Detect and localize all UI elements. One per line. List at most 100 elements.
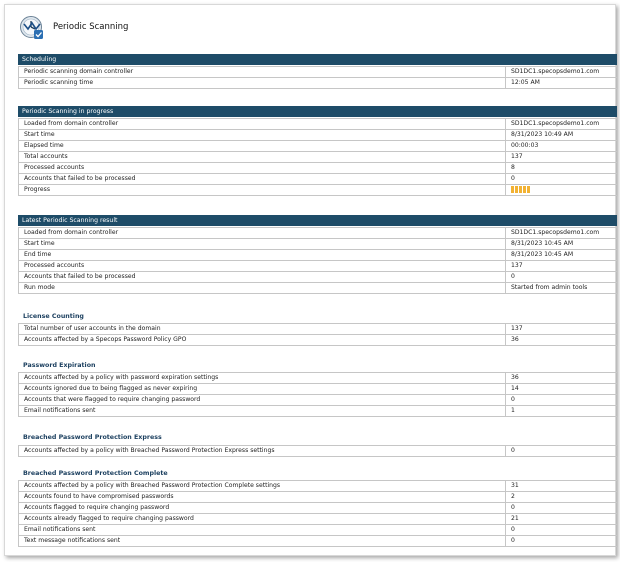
row-value: 31 xyxy=(505,480,618,492)
row-value: SD1DC1.specopsdemo1.com xyxy=(505,118,618,130)
report-panel: Periodic Scanning Scheduling Periodic sc… xyxy=(4,4,618,556)
table-row: Accounts affected by a Specops Password … xyxy=(18,334,618,346)
progress-segment xyxy=(515,185,518,193)
row-value: 0 xyxy=(505,394,618,406)
bpp-express-table: Accounts affected by a policy with Breac… xyxy=(18,445,618,457)
table-row: Text message notifications sent 0 xyxy=(18,535,618,547)
row-label: Accounts flagged to require changing pas… xyxy=(18,502,506,514)
row-label: Email notifications sent xyxy=(18,405,506,417)
row-value: 0 xyxy=(505,524,618,536)
row-value: 8/31/2023 10:45 AM xyxy=(505,238,618,250)
periodic-scanning-icon xyxy=(20,16,43,39)
progress-segment xyxy=(511,185,514,193)
row-value: 0 xyxy=(505,445,618,457)
row-value: 0 xyxy=(505,535,618,547)
row-label: Start time xyxy=(18,238,506,250)
progress-bar xyxy=(511,185,531,193)
license-heading: License Counting xyxy=(23,313,84,320)
scheduling-table: Periodic scanning domain controller SD1DC… xyxy=(18,66,618,89)
table-row: Loaded from domain controller SD1DC1.spec… xyxy=(18,118,618,130)
row-value: 00:00:03 xyxy=(505,140,618,152)
row-label: Loaded from domain controller xyxy=(18,118,506,130)
row-value: SD1DC1.specopsdemo1.com xyxy=(505,227,618,239)
row-label: Email notifications sent xyxy=(18,524,506,536)
row-label: Elapsed time xyxy=(18,140,506,152)
table-row: Accounts found to have compromised passw… xyxy=(18,491,618,503)
progress-cell xyxy=(505,184,618,196)
row-value: 1 xyxy=(505,405,618,417)
page-title: Periodic Scanning xyxy=(53,22,129,32)
row-value: 36 xyxy=(505,334,618,346)
row-label: Text message notifications sent xyxy=(18,535,506,547)
expiration-heading: Password Expiration xyxy=(23,362,96,369)
row-label: Start time xyxy=(18,129,506,141)
table-row: Accounts already flagged to require chan… xyxy=(18,513,618,525)
scheduling-header: Scheduling xyxy=(18,54,617,65)
row-label: Periodic scanning time xyxy=(18,77,506,89)
row-value: 0 xyxy=(505,502,618,514)
table-row: Total number of user accounts in the dom… xyxy=(18,323,618,335)
row-value: 137 xyxy=(505,260,618,272)
row-value: 0 xyxy=(505,173,618,185)
latest-result-header: Latest Periodic Scanning result xyxy=(18,215,617,226)
row-label: Accounts already flagged to require chan… xyxy=(18,513,506,525)
row-label: Total number of user accounts in the dom… xyxy=(18,323,506,335)
table-row: Accounts ignored due to being flagged as… xyxy=(18,383,618,395)
row-value: 8 xyxy=(505,162,618,174)
table-row: Periodic scanning domain controller SD1DC… xyxy=(18,66,618,78)
table-row: Accounts affected by a policy with Breac… xyxy=(18,445,618,457)
row-value: 36 xyxy=(505,372,618,384)
table-row: End time 8/31/2023 10:45 AM xyxy=(18,249,618,261)
table-row: Accounts flagged to require changing pas… xyxy=(18,502,618,514)
progress-label: Progress xyxy=(18,184,506,196)
row-label: Run mode xyxy=(18,282,506,294)
table-row: Run mode Started from admin tools xyxy=(18,282,618,294)
row-value: SD1DC1.specopsdemo1.com xyxy=(505,66,618,78)
row-value: 14 xyxy=(505,383,618,395)
row-value: 137 xyxy=(505,323,618,335)
row-label: Accounts affected by a policy with Breac… xyxy=(18,480,506,492)
row-label: Processed accounts xyxy=(18,162,506,174)
row-label: Accounts that were flagged to require ch… xyxy=(18,394,506,406)
table-row: Periodic scanning time 12:05 AM xyxy=(18,77,618,89)
table-row: Loaded from domain controller SD1DC1.spec… xyxy=(18,227,618,239)
table-row: Total accounts 137 xyxy=(18,151,618,163)
expiration-table: Accounts affected by a policy with passw… xyxy=(18,372,618,417)
table-row: Email notifications sent 0 xyxy=(18,524,618,536)
table-row: Start time 8/31/2023 10:45 AM xyxy=(18,238,618,250)
row-label: Accounts ignored due to being flagged as… xyxy=(18,383,506,395)
row-label: Loaded from domain controller xyxy=(18,227,506,239)
progress-segment xyxy=(523,185,526,193)
row-value: 12:05 AM xyxy=(505,77,618,89)
row-value: 0 xyxy=(505,271,618,283)
row-label: Accounts affected by a policy with Breac… xyxy=(18,445,506,457)
row-label: Accounts that failed to be processed xyxy=(18,173,506,185)
in-progress-header: Periodic Scanning in progress xyxy=(18,106,617,117)
progress-row: Progress xyxy=(18,184,618,196)
row-label: Accounts affected by a Specops Password … xyxy=(18,334,506,346)
latest-result-table: Loaded from domain controller SD1DC1.spec… xyxy=(18,227,618,294)
table-row: Processed accounts 137 xyxy=(18,260,618,272)
row-value: 8/31/2023 10:45 AM xyxy=(505,249,618,261)
row-label: End time xyxy=(18,249,506,261)
row-value: 137 xyxy=(505,151,618,163)
bpp-express-heading: Breached Password Protection Express xyxy=(23,434,162,441)
row-label: Accounts that failed to be processed xyxy=(18,271,506,283)
progress-segment xyxy=(519,185,522,193)
bpp-complete-table: Accounts affected by a policy with Breac… xyxy=(18,480,618,547)
row-label: Accounts found to have compromised passw… xyxy=(18,491,506,503)
row-value: 8/31/2023 10:49 AM xyxy=(505,129,618,141)
table-row: Elapsed time 00:00:03 xyxy=(18,140,618,152)
row-label: Accounts affected by a policy with passw… xyxy=(18,372,506,384)
table-row: Processed accounts 8 xyxy=(18,162,618,174)
row-value: 2 xyxy=(505,491,618,503)
row-value: Started from admin tools xyxy=(505,282,618,294)
row-label: Processed accounts xyxy=(18,260,506,272)
license-table: Total number of user accounts in the dom… xyxy=(18,323,618,346)
table-row: Email notifications sent 1 xyxy=(18,405,618,417)
bpp-complete-heading: Breached Password Protection Complete xyxy=(23,470,168,477)
progress-segment xyxy=(527,185,530,193)
table-row: Accounts affected by a policy with passw… xyxy=(18,372,618,384)
row-label: Total accounts xyxy=(18,151,506,163)
row-value: 21 xyxy=(505,513,618,525)
